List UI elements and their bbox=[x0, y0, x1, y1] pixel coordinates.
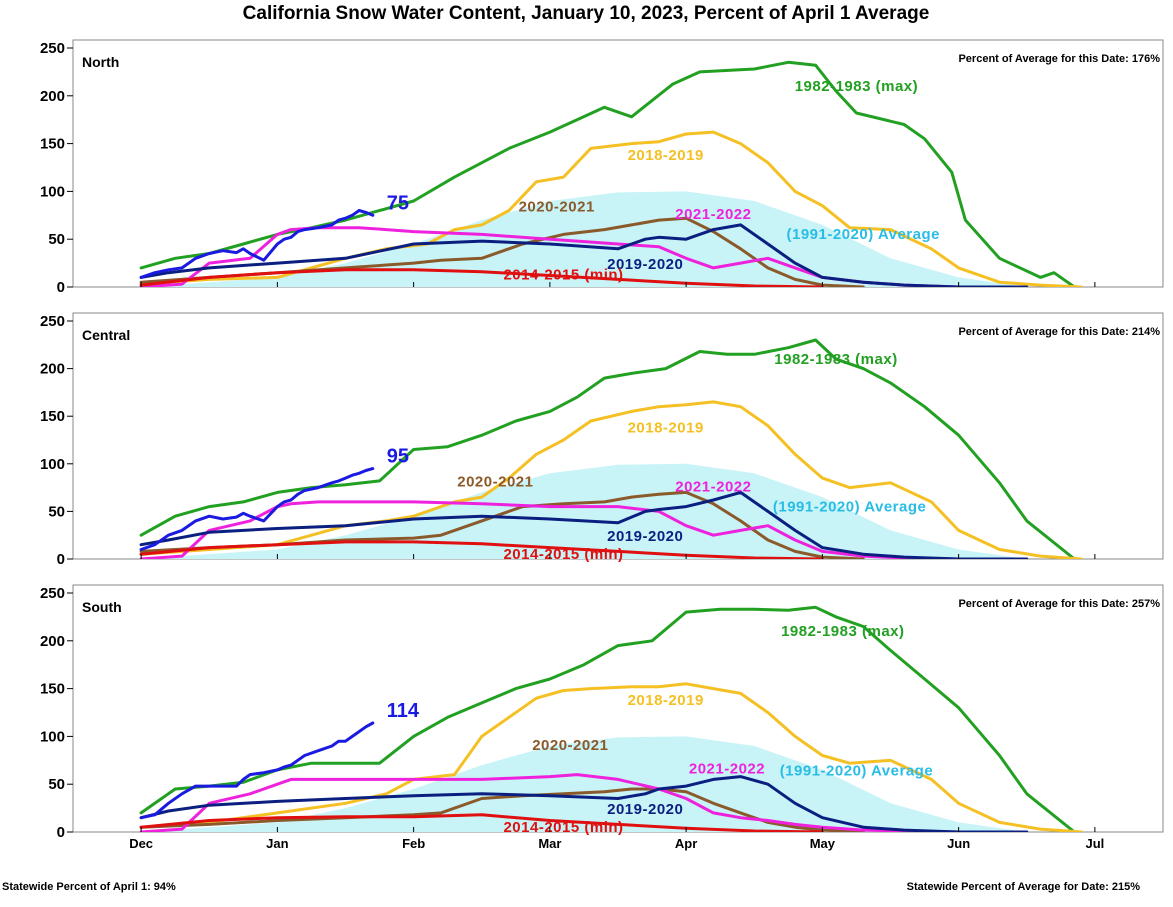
series-label-y2022-south: 2021-2022 bbox=[689, 761, 765, 778]
series-label-average-central: (1991-2020) Average bbox=[773, 498, 926, 515]
series-y2022-central bbox=[139, 500, 961, 559]
y-tick-label: 0 bbox=[57, 551, 65, 568]
series-label-y2020-north: 2019-2020 bbox=[607, 256, 683, 273]
series-average-area-north bbox=[141, 191, 1027, 287]
series-y2019-south bbox=[139, 682, 1083, 832]
series-label-max-central: 1982-1983 (max) bbox=[774, 351, 897, 368]
percent-of-average-label-south: Percent of Average for this Date: 257% bbox=[958, 598, 1160, 610]
x-tick-label-feb: Feb bbox=[402, 836, 425, 851]
current-value-label-central: 95 bbox=[387, 446, 409, 468]
region-label-central: Central bbox=[82, 327, 130, 343]
series-label-average-north: (1991-2020) Average bbox=[787, 226, 940, 243]
series-y2021-north bbox=[139, 216, 865, 287]
region-label-north: North bbox=[82, 54, 119, 70]
series-label-y2020-central: 2019-2020 bbox=[607, 528, 683, 545]
x-tick-label-mar: Mar bbox=[538, 836, 561, 851]
chart-title: California Snow Water Content, January 1… bbox=[243, 3, 930, 24]
y-tick-label: 150 bbox=[40, 681, 65, 698]
series-current-north bbox=[139, 209, 375, 279]
series-label-y2019-central: 2018-2019 bbox=[628, 419, 704, 436]
x-tick-label-apr: Apr bbox=[675, 836, 697, 851]
current-value-label-north: 75 bbox=[387, 192, 409, 214]
series-label-y2022-central: 2021-2022 bbox=[675, 478, 751, 495]
series-y2020-central bbox=[139, 490, 1029, 559]
y-tick-label: 0 bbox=[57, 279, 65, 296]
panels-root: 0 50 100 150 200 250 North Percent of Average f… bbox=[40, 39, 1164, 841]
y-tick-label: 100 bbox=[40, 183, 65, 200]
y-tick-label: 50 bbox=[48, 231, 65, 248]
series-label-y2019-south: 2018-2019 bbox=[628, 692, 704, 709]
statewide-april1-label: Statewide Percent of April 1: 94% bbox=[2, 881, 176, 893]
y-tick-label: 100 bbox=[40, 728, 65, 745]
series-label-y2021-south: 2020-2021 bbox=[532, 737, 608, 754]
series-y2020-south bbox=[139, 775, 1029, 832]
series-max-south bbox=[139, 605, 1076, 832]
series-min-south bbox=[139, 813, 824, 832]
y-tick-label: 150 bbox=[40, 136, 65, 153]
y-tick-label: 250 bbox=[40, 40, 65, 57]
series-current-south bbox=[139, 721, 375, 820]
y-tick-label: 0 bbox=[57, 824, 65, 841]
series-y2021-central bbox=[139, 490, 865, 559]
series-y2022-north bbox=[139, 226, 961, 287]
series-current-central bbox=[139, 467, 375, 551]
x-tick-label-may: May bbox=[810, 836, 836, 851]
y-tick-label: 150 bbox=[40, 408, 65, 425]
y-tick-label: 100 bbox=[40, 456, 65, 473]
series-label-average-south: (1991-2020) Average bbox=[780, 763, 933, 780]
series-label-min-central: 2014-2015 (min) bbox=[503, 546, 623, 563]
series-label-y2020-south: 2019-2020 bbox=[607, 801, 683, 818]
statewide-date-label: Statewide Percent of Average for Date: 2… bbox=[907, 881, 1141, 893]
series-label-min-south: 2014-2015 (min) bbox=[503, 819, 623, 836]
y-tick-label: 250 bbox=[40, 313, 65, 330]
series-label-y2021-north: 2020-2021 bbox=[519, 198, 595, 215]
region-label-south: South bbox=[82, 599, 122, 615]
series-label-y2022-north: 2021-2022 bbox=[675, 206, 751, 223]
series-min-north bbox=[139, 268, 824, 287]
y-tick-label: 50 bbox=[48, 776, 65, 793]
series-label-min-north: 2014-2015 (min) bbox=[503, 266, 623, 283]
x-tick-label-dec: Dec bbox=[129, 836, 153, 851]
percent-of-average-label-north: Percent of Average for this Date: 176% bbox=[958, 53, 1160, 65]
series-label-max-south: 1982-1983 (max) bbox=[781, 623, 904, 640]
series-group-north bbox=[139, 60, 1083, 287]
series-max-central bbox=[139, 338, 1076, 559]
series-label-max-north: 1982-1983 (max) bbox=[795, 78, 918, 95]
y-tick-label: 200 bbox=[40, 88, 65, 105]
panel-central: 0 50 100 150 200 250 Central Percent of Average… bbox=[40, 312, 1164, 568]
series-group-central bbox=[139, 338, 1083, 559]
y-tick-label: 200 bbox=[40, 633, 65, 650]
x-tick-label-jun: Jun bbox=[947, 836, 970, 851]
series-label-y2019-north: 2018-2019 bbox=[628, 147, 704, 164]
x-axis: Dec Jan Feb Mar Apr May Jun Jul bbox=[129, 836, 1104, 851]
x-tick-label-jul: Jul bbox=[1085, 836, 1104, 851]
percent-of-average-label-central: Percent of Average for this Date: 214% bbox=[958, 326, 1160, 338]
series-y2020-north bbox=[139, 223, 1029, 287]
series-min-central bbox=[139, 540, 824, 559]
x-tick-label-jan: Jan bbox=[266, 836, 288, 851]
y-tick-label: 200 bbox=[40, 361, 65, 378]
y-tick-label: 250 bbox=[40, 585, 65, 602]
y-tick-label: 50 bbox=[48, 503, 65, 520]
panel-north: 0 50 100 150 200 250 North Percent of Average f… bbox=[40, 39, 1164, 296]
series-y2022-south bbox=[139, 773, 961, 832]
series-label-y2021-central: 2020-2021 bbox=[457, 474, 533, 491]
series-group-south bbox=[139, 605, 1083, 832]
current-value-label-south: 114 bbox=[387, 700, 420, 722]
panel-south: 0 50 100 150 200 250 South Percent of Average f… bbox=[40, 584, 1164, 841]
